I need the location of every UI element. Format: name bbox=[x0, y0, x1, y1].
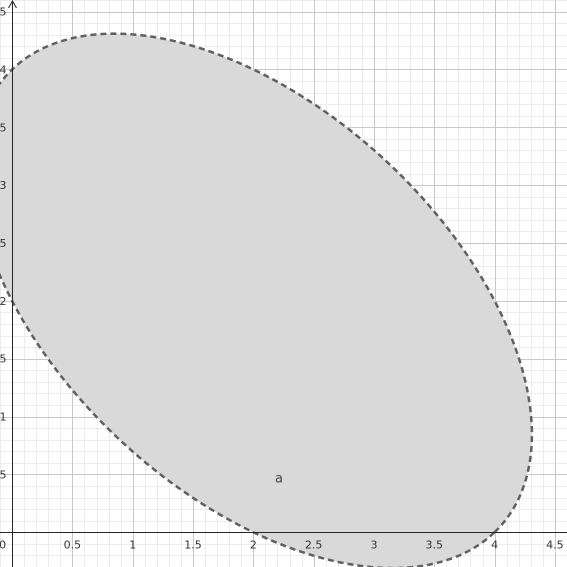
y-tick-label: 4.5 bbox=[0, 6, 7, 19]
y-tick-label: 3 bbox=[0, 179, 7, 192]
x-tick-label: 4 bbox=[491, 539, 498, 552]
x-tick-label: 1.5 bbox=[184, 539, 202, 552]
x-tick-label: 2.5 bbox=[305, 539, 323, 552]
x-tick-label: 2 bbox=[250, 539, 257, 552]
x-tick-label: 0 bbox=[0, 539, 6, 552]
x-tick-labels: 0 0.5 1 1.5 2 2.5 3 3.5 4 4.5 bbox=[0, 539, 564, 552]
x-tick-label: 3 bbox=[370, 539, 377, 552]
y-tick-label: 1 bbox=[0, 411, 7, 424]
y-tick-label: 2.5 bbox=[0, 237, 7, 250]
y-tick-label: 1.5 bbox=[0, 353, 7, 366]
y-tick-label: 0.5 bbox=[0, 468, 7, 481]
ellipse-label-a: a bbox=[275, 472, 283, 487]
y-tick-label: 2 bbox=[0, 295, 7, 308]
y-axis-arrow-icon bbox=[8, 0, 17, 9]
y-tick-label: 3.5 bbox=[0, 121, 7, 134]
x-tick-label: 1 bbox=[129, 539, 136, 552]
y-tick-labels: 0.5 1 1.5 2 2.5 3 3.5 4 4.5 bbox=[0, 6, 7, 482]
x-tick-label: 0.5 bbox=[64, 539, 82, 552]
y-tick-label: 4 bbox=[0, 63, 7, 76]
x-tick-label: 4.5 bbox=[546, 539, 564, 552]
x-tick-label: 3.5 bbox=[426, 539, 444, 552]
